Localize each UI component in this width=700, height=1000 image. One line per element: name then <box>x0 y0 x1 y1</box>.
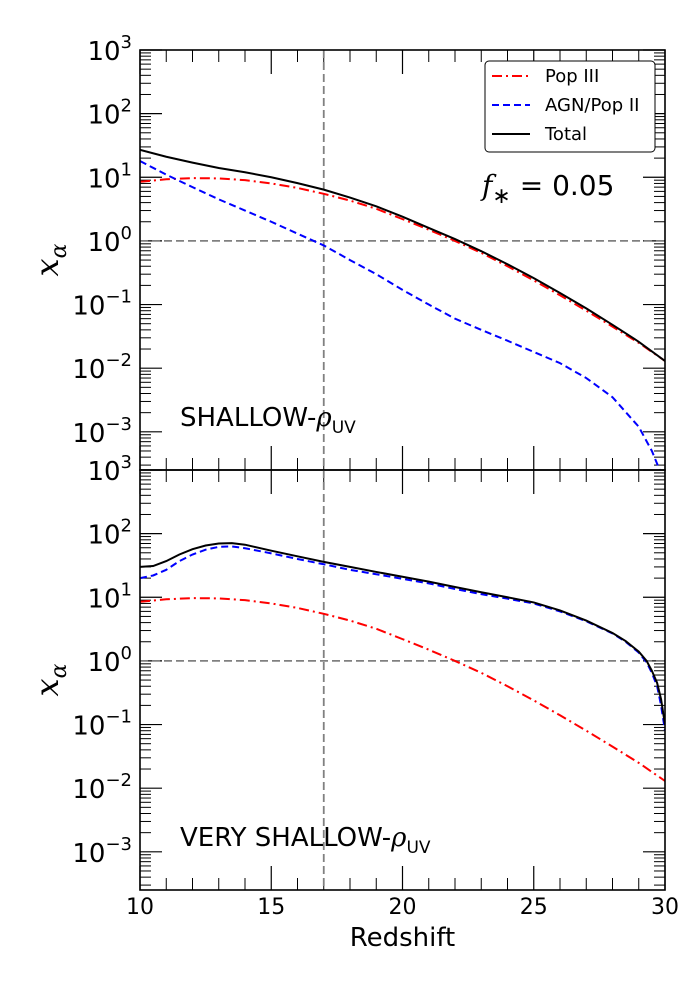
x-tick-label: 10 <box>126 895 154 920</box>
y-tick-label: 102 <box>87 516 132 551</box>
legend-entry-label: Total <box>544 124 587 145</box>
series-line-total <box>140 542 665 725</box>
series-line-agn-pop-ii <box>140 160 661 470</box>
series-line-agn-pop-ii <box>140 545 665 731</box>
legend-entry-label: Pop III <box>545 66 599 87</box>
y-tick-label: 101 <box>87 159 132 194</box>
y-tick-label: 10−2 <box>72 770 132 805</box>
panel-label: VERY SHALLOW-ρUV <box>180 823 431 858</box>
panel-label: SHALLOW-ρUV <box>180 403 356 438</box>
y-tick-label: 10−1 <box>72 287 132 322</box>
x-tick-label: 25 <box>520 895 548 920</box>
y-axis-label: xα <box>28 663 72 696</box>
panel-bottom: 10−3 10−2 10−1 100 101 102 103 xα VERY SHALLOW-ρ… <box>28 452 679 953</box>
y-axis-label: xα <box>28 243 72 276</box>
series-line-pop-iii <box>140 177 665 362</box>
y-tick-label: 10−2 <box>72 350 132 385</box>
series-line-total <box>140 148 665 362</box>
x-tick-label: 20 <box>389 895 417 920</box>
legend-box <box>484 60 656 153</box>
y-tick-label: 100 <box>87 643 132 678</box>
x-tick-label: 15 <box>257 895 285 920</box>
parameter-annotation: f∗ = 0.05 <box>480 169 614 209</box>
series-line-pop-iii <box>140 597 665 782</box>
y-tick-label: 103 <box>87 32 132 67</box>
legend: Pop III AGN/Pop II Total <box>484 60 656 153</box>
x-axis-label: Redshift <box>350 923 456 953</box>
y-tick-label: 101 <box>87 579 132 614</box>
y-tick-label: 10−3 <box>72 414 132 449</box>
y-tick-label: 10−1 <box>72 707 132 742</box>
panel-top: 10−3 10−2 10−1 100 101 102 103 xα SHALLOW-ρUV f∗ … <box>28 32 666 471</box>
legend-entry-label: AGN/Pop II <box>545 95 639 116</box>
y-tick-label: 100 <box>87 223 132 258</box>
x-tick-label: 30 <box>651 895 679 920</box>
y-tick-label: 10−3 <box>72 834 132 869</box>
y-tick-label: 102 <box>87 96 132 131</box>
y-tick-label: 103 <box>87 452 132 487</box>
panel-frame <box>139 469 666 891</box>
